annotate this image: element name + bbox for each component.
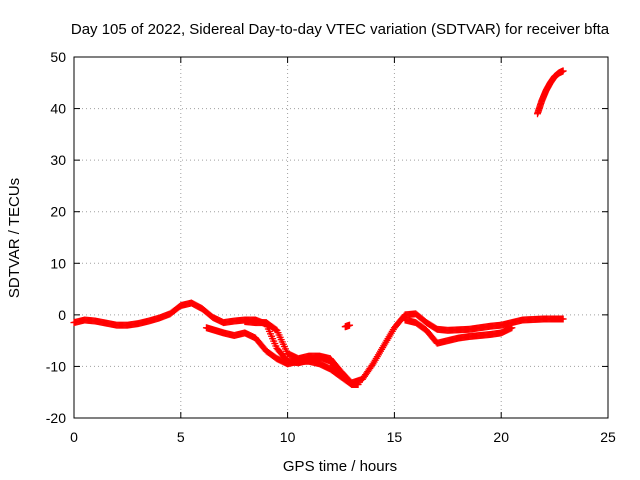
data-point [346, 321, 354, 329]
x-tick-label: 15 [387, 429, 403, 445]
plot-frame [73, 56, 609, 419]
y-tick-label: 50 [50, 49, 66, 65]
y-tick-label: 0 [58, 307, 66, 323]
y-tick-label: -20 [46, 410, 66, 426]
y-tick-label: -10 [46, 358, 66, 374]
y-tick-label: 10 [50, 255, 66, 271]
series-upper_segment [241, 318, 354, 385]
series-lower_track [202, 324, 362, 388]
x-tick-label: 20 [493, 429, 509, 445]
y-tick-label: 40 [50, 101, 66, 117]
x-tick-label: 25 [600, 429, 616, 445]
axis-ticks: 0 5 10 15 20 25 -20 -10 0 10 20 30 40 50 [46, 49, 616, 445]
chart-title: Day 105 of 2022, Sidereal Day-to-day VTE… [71, 21, 610, 38]
data-point [559, 315, 567, 323]
x-tick-label: 10 [280, 429, 296, 445]
data-points [70, 67, 567, 388]
y-tick-label: 20 [50, 204, 66, 220]
series-isolated_point [341, 321, 354, 331]
y-axis-label: SDTVAR / TECUs [6, 178, 23, 298]
x-tick-label: 5 [177, 429, 185, 445]
y-tick-label: 30 [50, 152, 66, 168]
data-point [559, 67, 567, 75]
x-tick-label: 0 [70, 429, 78, 445]
data-point [346, 377, 354, 385]
x-axis-label: GPS time / hours [283, 458, 397, 475]
series-main_track [70, 299, 567, 387]
grid-lines [74, 57, 608, 418]
plot-border [73, 56, 609, 419]
data-point [354, 380, 362, 388]
data-point [345, 376, 353, 384]
series-afternoon_lower [401, 316, 516, 347]
data-point [508, 324, 516, 332]
series-late_rise [534, 67, 567, 118]
